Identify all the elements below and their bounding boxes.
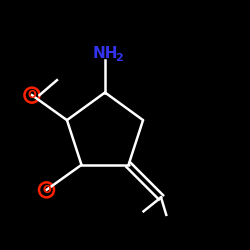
Text: NH: NH	[92, 46, 118, 61]
Text: O: O	[42, 185, 51, 195]
Text: O: O	[28, 90, 36, 100]
Text: 2: 2	[115, 53, 122, 63]
